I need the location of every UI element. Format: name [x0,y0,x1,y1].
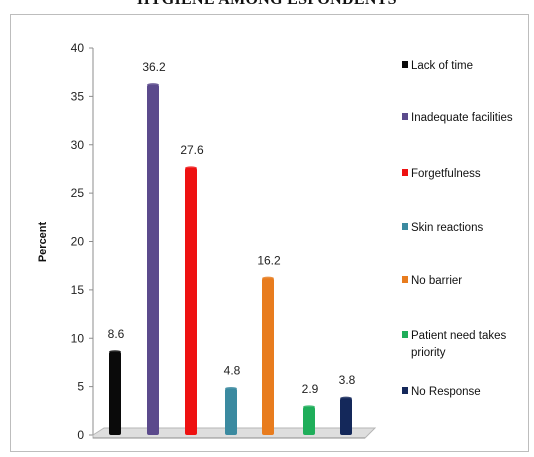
data-label: 36.2 [142,60,166,74]
bar [185,167,197,435]
bar-top [340,396,352,400]
bar-top [185,166,197,170]
bar-top [225,386,237,391]
legend-swatch [402,223,408,230]
legend-swatch [402,169,408,176]
bar [225,388,237,435]
axes-group: 0 5 10 15 20 25 30 35 40 Percent [37,41,377,442]
bar [262,278,274,435]
y-tick-label: 20 [71,235,85,249]
bar-top [303,405,315,409]
y-tick-label: 10 [71,331,85,345]
legend-label: No barrier [411,275,462,287]
legend-swatch [402,276,408,283]
legend: Lack of time Inadequate facilities Forgetf… [402,60,513,398]
y-tick-label: 15 [71,283,85,297]
data-label: 27.6 [180,143,204,157]
data-label: 8.6 [108,327,125,341]
legend-swatch [402,113,408,120]
legend-label: Lack of time [411,60,473,72]
legend-label: Forgetfulness [411,168,481,180]
legend-label: priority [411,347,446,359]
legend-label: Skin reactions [411,222,483,234]
y-tick-label: 35 [71,89,85,103]
data-label: 3.8 [339,373,356,387]
chart-title: HYGIENE AMONG ESPONDENTS [0,0,534,9]
y-tick-label: 5 [77,380,84,394]
bar [147,84,159,435]
data-label: 16.2 [257,253,281,267]
bar [303,406,315,435]
data-labels-group: 8.6 36.2 27.6 4.8 16.2 2.9 3.8 [108,60,356,396]
y-tick-label: 0 [77,428,84,442]
legend-swatch [402,61,408,68]
y-axis-label: Percent [37,221,49,262]
bar [340,398,352,435]
data-label: 4.8 [224,364,241,378]
y-tick-label: 30 [71,138,85,152]
legend-label: Inadequate facilities [411,112,513,124]
bar-top [262,276,274,280]
chart-title-strip: HYGIENE AMONG ESPONDENTS [0,0,534,12]
bar-top [147,83,159,87]
legend-swatch [402,331,408,338]
y-tick-label: 25 [71,186,85,200]
legend-swatch [402,387,408,394]
legend-label: Patient need takes [411,330,507,342]
data-label: 2.9 [302,382,319,396]
bar-top [109,350,121,354]
bars-group [109,83,352,435]
y-tick-label: 40 [71,41,85,55]
legend-label: No Response [411,386,481,398]
chart-frame [10,14,529,452]
bar [109,351,121,435]
